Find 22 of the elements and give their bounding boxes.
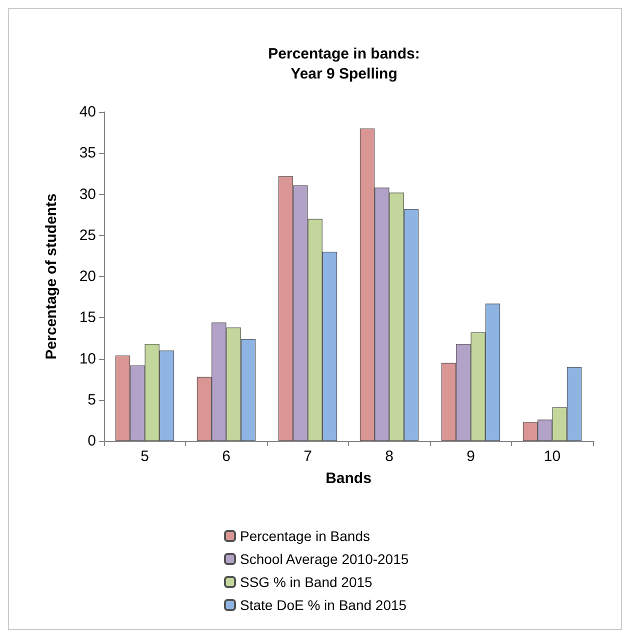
- x-axis-title: Bands: [326, 470, 372, 487]
- y-tick-label: 0: [88, 432, 96, 450]
- y-axis-title: Percentage of students: [43, 194, 60, 360]
- x-tick-label: 9: [466, 448, 475, 465]
- x-tick-label: 6: [222, 448, 230, 465]
- legend-label: State DoE % in Band 2015: [240, 597, 407, 613]
- chart-title: Percentage in bands: Year 9 Spelling: [268, 46, 420, 82]
- y-tick-label: 15: [79, 309, 96, 326]
- y-tick-label: 5: [88, 391, 96, 408]
- y-tick-label: 40: [79, 104, 96, 120]
- legend-label: SSG % in Band 2015: [240, 574, 373, 590]
- x-tick-label: 10: [544, 448, 561, 465]
- y-tick-label: 35: [79, 144, 96, 162]
- legend-label: Percentage in Bands: [240, 528, 370, 544]
- y-tick-label: 25: [79, 226, 96, 244]
- x-tick-label: 5: [140, 448, 149, 465]
- legend-label: School Average 2010-2015: [240, 551, 409, 567]
- x-tick-label: 8: [385, 448, 394, 465]
- y-tick-label: 20: [79, 268, 96, 285]
- y-tick-label: 10: [79, 350, 96, 368]
- y-tick-label: 30: [79, 186, 96, 203]
- x-tick-label: 7: [304, 448, 312, 465]
